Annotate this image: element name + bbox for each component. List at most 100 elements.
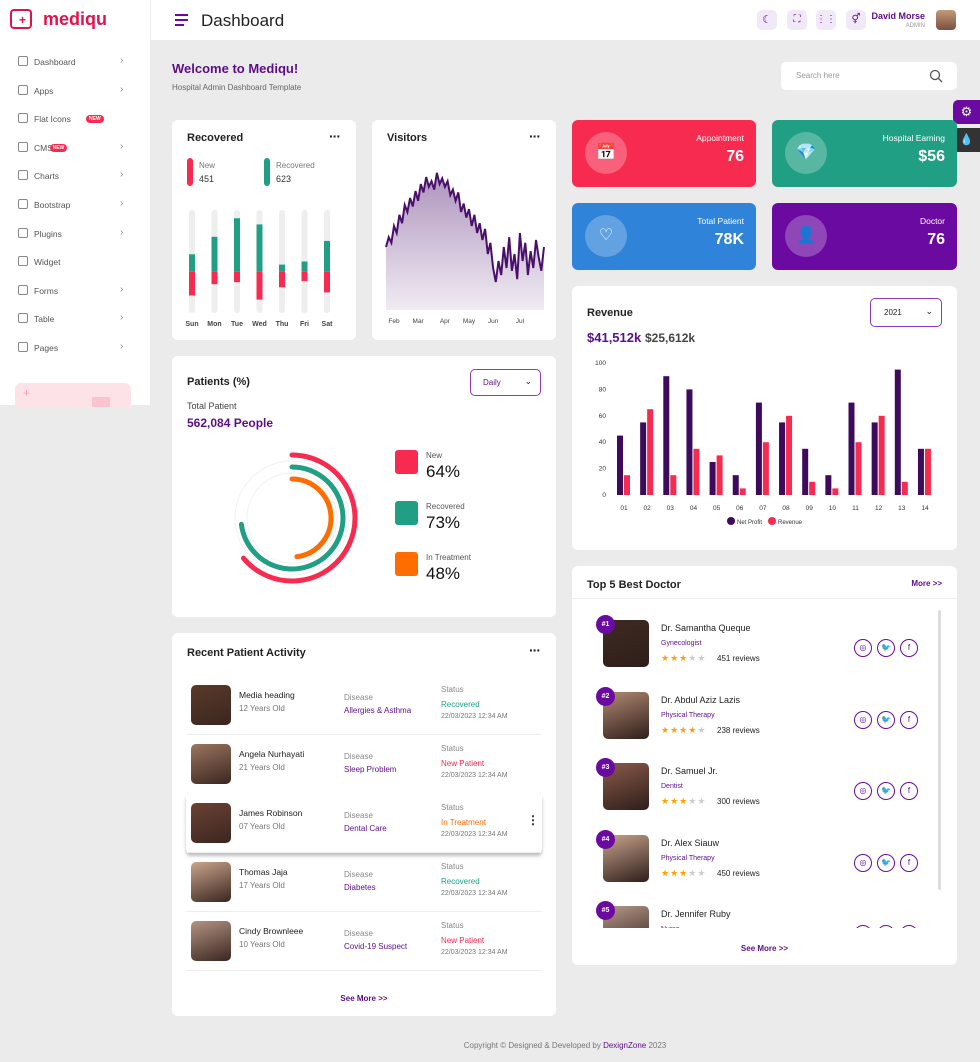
- social-button[interactable]: 🐦: [877, 710, 895, 729]
- star: ★: [697, 724, 707, 735]
- menu-icon: [18, 84, 28, 95]
- menu-label[interactable]: Flat Icons: [34, 114, 71, 125]
- menu-label[interactable]: Charts: [34, 171, 60, 182]
- footer-year: 2023: [648, 1041, 667, 1050]
- bar: [663, 376, 670, 495]
- menu-label[interactable]: CMS: [34, 142, 53, 153]
- star: ★: [661, 796, 671, 806]
- bar: [871, 422, 878, 495]
- social-button[interactable]: 🐦: [877, 925, 895, 928]
- menu-label[interactable]: Plugins: [34, 228, 62, 239]
- year-select[interactable]: 2021 ⌄: [870, 298, 942, 327]
- legend-value: 64%: [426, 462, 460, 481]
- stat-icon: 💎: [785, 132, 827, 174]
- bar: [762, 442, 769, 495]
- bar-track: [279, 210, 285, 313]
- bar-segment: [211, 236, 218, 272]
- card-menu[interactable]: ···: [529, 642, 541, 658]
- x-tick-label: May: [463, 318, 476, 325]
- menu-label[interactable]: Table: [34, 314, 55, 325]
- menu-label[interactable]: Bootstrap: [34, 200, 71, 210]
- theme-color-button[interactable]: 💧: [953, 128, 980, 152]
- doctor-name[interactable]: Dr. Jennifer Ruby: [661, 909, 731, 919]
- bar: [802, 448, 809, 495]
- bar-segment: [324, 240, 330, 272]
- doctor-name[interactable]: Dr. Samuel Jr.: [661, 766, 718, 776]
- see-more-link[interactable]: See More >>: [740, 944, 789, 953]
- menu-label[interactable]: Apps: [34, 85, 54, 96]
- legend-value: 73%: [426, 513, 460, 532]
- social-button[interactable]: ◎: [854, 710, 872, 729]
- menu-label[interactable]: Widget: [34, 257, 61, 268]
- row-menu[interactable]: ⋮: [527, 813, 539, 827]
- user-avatar[interactable]: [936, 10, 956, 30]
- doctor-name[interactable]: Dr. Samantha Queque: [661, 623, 751, 633]
- social-button[interactable]: f: [900, 639, 918, 657]
- user-name[interactable]: David Morse: [871, 11, 925, 21]
- social-button[interactable]: f: [900, 925, 918, 928]
- menu-badge: NEW: [86, 115, 104, 124]
- social-button[interactable]: f: [900, 782, 918, 800]
- social-button[interactable]: 🐦: [877, 853, 895, 872]
- card-title: Revenue: [587, 307, 633, 319]
- social-button[interactable]: ◎: [854, 853, 872, 872]
- doctor-specialty: Physical Therapy: [661, 711, 715, 719]
- stat-card: 💎 Hospital Earning $56: [772, 120, 957, 187]
- social-button[interactable]: ◎: [854, 639, 872, 657]
- menu-label[interactable]: Pages: [34, 343, 59, 353]
- x-tick-label: 04: [690, 505, 698, 512]
- stat-card: 👤 Doctor 76: [772, 203, 957, 270]
- status-label: Status: [441, 862, 464, 871]
- fullscreen-button[interactable]: ⛶: [787, 10, 807, 30]
- bar-segment: [234, 218, 240, 272]
- doctor-name[interactable]: Dr. Alex Siauw: [661, 837, 720, 848]
- ring-track: [246, 472, 338, 564]
- menu-chevron: ›: [120, 169, 124, 181]
- menu-toggle[interactable]: [175, 14, 188, 26]
- gender-button[interactable]: ⚥: [846, 10, 866, 30]
- visitors-chart: Feb Mar Apr May Jun Jul: [385, 172, 545, 325]
- settings-button[interactable]: ⚙: [953, 100, 980, 124]
- legend-swatch: [264, 158, 270, 186]
- menu-chevron: ›: [120, 83, 124, 95]
- social-button[interactable]: f: [900, 853, 918, 872]
- menu-chevron: ›: [120, 312, 124, 324]
- rating-stars: ★★★★★: [661, 796, 706, 807]
- y-tick-label: 0: [602, 492, 606, 499]
- card-menu[interactable]: ···: [529, 128, 541, 144]
- social-button[interactable]: f: [900, 710, 918, 729]
- star: ★: [688, 724, 698, 735]
- search-icon[interactable]: [929, 69, 943, 83]
- more-link[interactable]: More >>: [911, 579, 942, 588]
- card-title: Recent Patient Activity: [187, 647, 306, 659]
- patient-name: Angela Nurhayati: [239, 749, 305, 759]
- doctor-name[interactable]: Dr. Abdul Aziz Lazis: [661, 694, 741, 705]
- rank-badge: #4: [596, 829, 615, 849]
- apps-button[interactable]: ⋮⋮: [816, 10, 836, 30]
- search-box[interactable]: Search here: [781, 62, 957, 90]
- theme-button[interactable]: ☾: [757, 10, 777, 30]
- bar-segment: [324, 271, 330, 293]
- menu-label[interactable]: Dashboard: [34, 57, 76, 67]
- logo-icon: +: [10, 9, 32, 29]
- header: Dashboard ☾ ⛶ ⋮⋮ ⚥ David Morse ADMIN: [150, 0, 980, 40]
- social-button[interactable]: 🐦: [877, 782, 895, 800]
- status-value: Recovered: [441, 700, 480, 709]
- menu-label[interactable]: Forms: [34, 285, 59, 296]
- filter-select[interactable]: Daily ⌄: [470, 369, 541, 396]
- stat-icon: 📅: [585, 132, 627, 174]
- card-menu[interactable]: ···: [329, 128, 341, 144]
- social-button[interactable]: ◎: [854, 925, 872, 928]
- social-button[interactable]: ◎: [854, 782, 872, 800]
- footer-link[interactable]: DexignZone: [603, 1041, 647, 1050]
- social-button[interactable]: 🐦: [877, 639, 895, 657]
- see-more-link[interactable]: See More >>: [340, 994, 388, 1003]
- row-divider: [187, 734, 541, 735]
- x-tick-label: 14: [921, 505, 929, 512]
- legend-swatch: [187, 158, 193, 186]
- legend-label: Revenue: [778, 520, 803, 526]
- stat-card: ♡ Total Patient 78K: [572, 203, 756, 270]
- patient-name: Cindy Brownleee: [239, 926, 304, 936]
- x-tick-label: 06: [736, 505, 744, 512]
- bar: [855, 442, 862, 495]
